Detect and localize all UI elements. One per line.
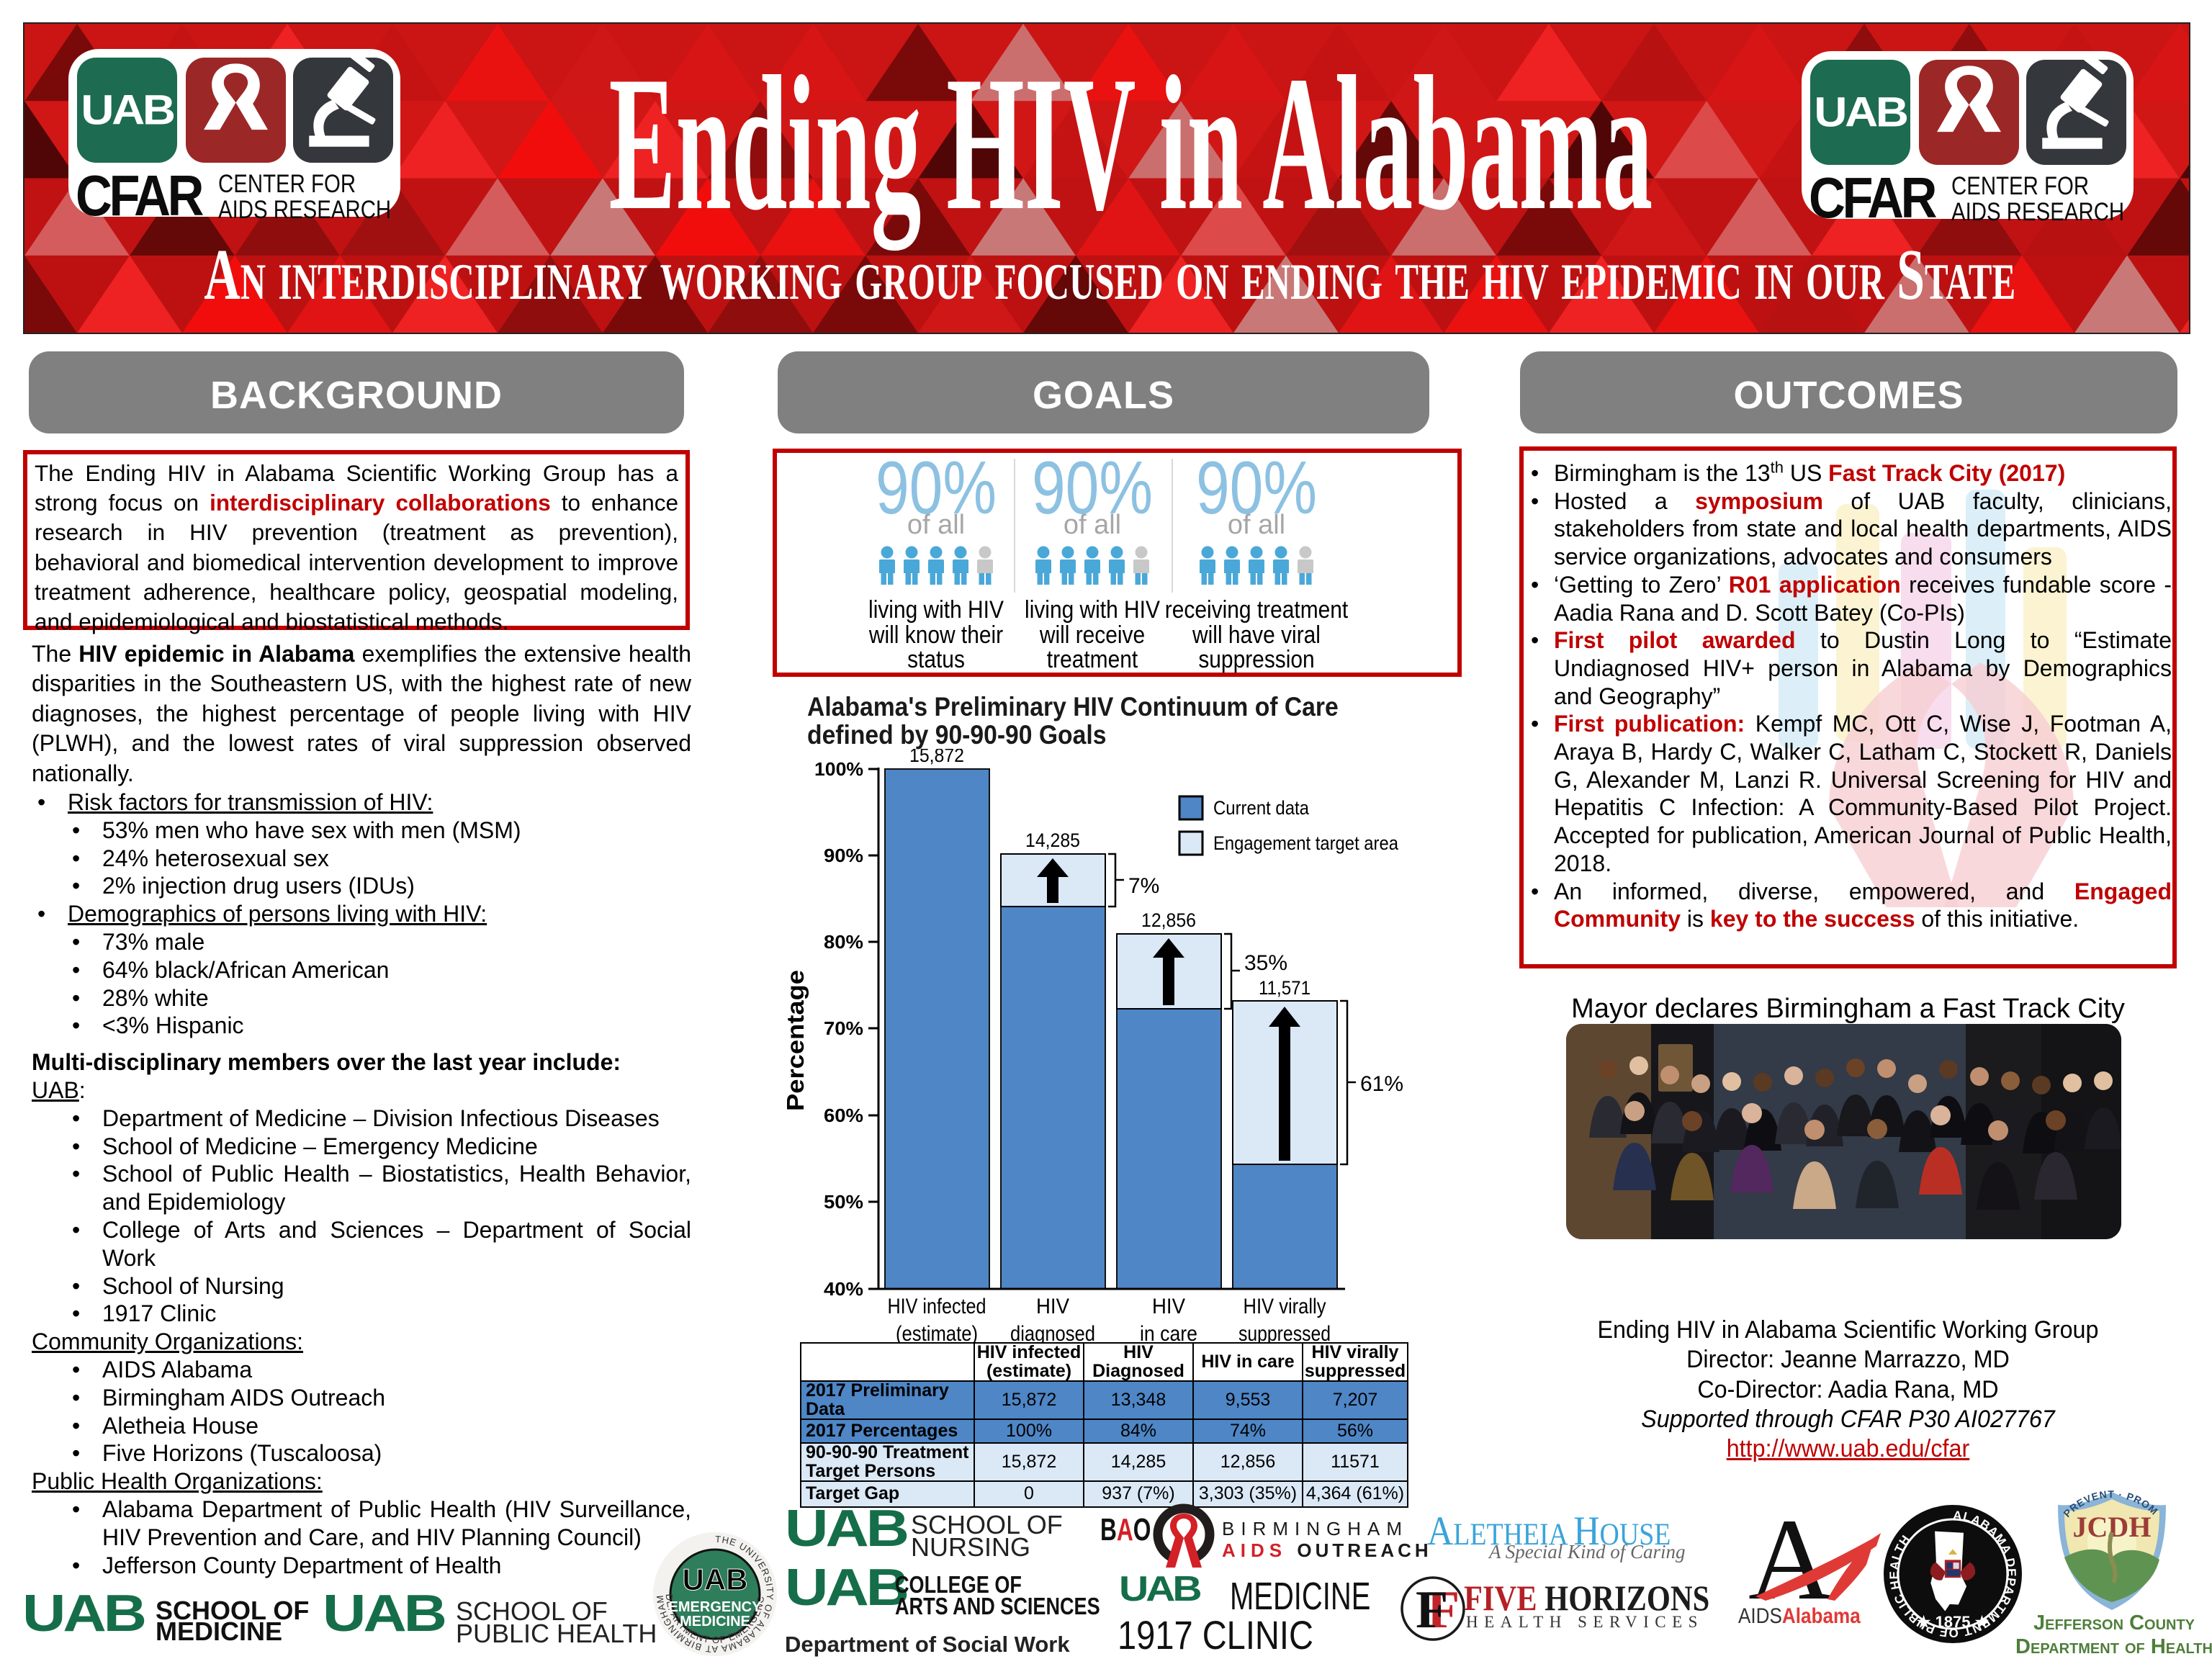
svg-text:7%: 7% — [1128, 874, 1159, 898]
svg-text:14,285: 14,285 — [1025, 830, 1080, 851]
svg-text:90%: 90% — [1032, 449, 1153, 530]
svg-text:12,856: 12,856 — [1141, 909, 1196, 931]
svg-text:F: F — [1416, 1581, 1448, 1640]
svg-text:100%: 100% — [814, 758, 863, 780]
svg-text:Percentage: Percentage — [782, 970, 809, 1111]
svg-text:80%: 80% — [824, 931, 863, 953]
svg-text:11,571: 11,571 — [1259, 977, 1310, 999]
svg-text:UAB: UAB — [683, 1563, 748, 1596]
svg-text:HIV: HIV — [1152, 1295, 1185, 1318]
svg-text:in care: in care — [1140, 1322, 1197, 1346]
svg-text:EMERGENCY: EMERGENCY — [669, 1599, 763, 1615]
svg-text:of all: of all — [1064, 510, 1121, 540]
svg-text:90%: 90% — [824, 845, 863, 866]
svg-text:F: F — [1427, 1581, 1460, 1640]
svg-text:suppressed: suppressed — [1238, 1322, 1331, 1346]
svg-text:70%: 70% — [824, 1017, 863, 1039]
svg-text:HIV infected: HIV infected — [888, 1295, 986, 1318]
svg-text:Current data: Current data — [1213, 797, 1310, 819]
svg-text:60%: 60% — [824, 1105, 863, 1126]
svg-text:40%: 40% — [824, 1278, 863, 1300]
svg-text:90%: 90% — [1196, 449, 1317, 530]
svg-text:of all: of all — [907, 510, 965, 540]
svg-text:HIV: HIV — [1036, 1295, 1069, 1318]
svg-text:90%: 90% — [876, 449, 997, 530]
svg-text:Engagement target area: Engagement target area — [1213, 832, 1399, 854]
svg-text:50%: 50% — [824, 1191, 863, 1213]
svg-text:★ 1875 ★: ★ 1875 ★ — [1917, 1613, 1990, 1631]
svg-text:diagnosed: diagnosed — [1010, 1322, 1095, 1346]
svg-text:15,872: 15,872 — [909, 749, 964, 766]
svg-text:A: A — [1748, 1509, 1833, 1609]
svg-text:MEDICINE: MEDICINE — [680, 1614, 750, 1629]
svg-text:61%: 61% — [1360, 1072, 1403, 1096]
svg-text:of all: of all — [1228, 510, 1285, 540]
svg-text:(estimate): (estimate) — [896, 1322, 978, 1346]
svg-text:35%: 35% — [1244, 951, 1287, 975]
svg-text:HIV virally: HIV virally — [1244, 1295, 1326, 1318]
